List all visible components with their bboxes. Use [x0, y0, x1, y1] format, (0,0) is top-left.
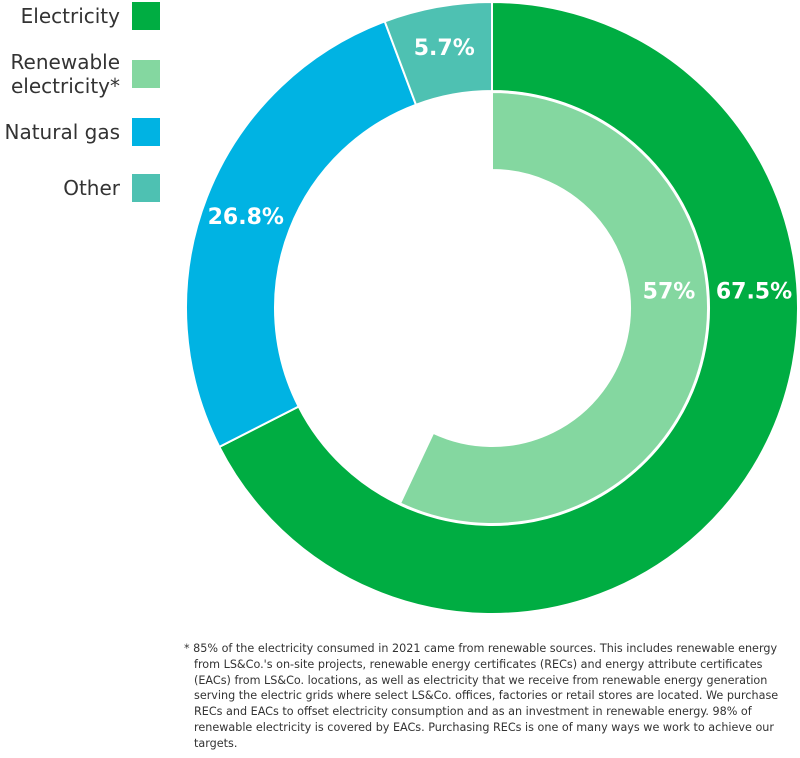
legend-swatch-renewable-electricity [132, 60, 160, 88]
data-label-natural-gas: 26.8% [208, 205, 284, 230]
outer-ring [185, 0, 799, 615]
donut-chart: 67.5% 26.8% 5.7% 57% [185, 0, 799, 615]
legend-item-natural-gas: Natural gas [4, 118, 160, 146]
legend-item-renewable-electricity: Renewable electricity* [11, 50, 160, 98]
legend-item-other: Other [63, 174, 160, 202]
footnote: * 85% of the electricity consumed in 202… [184, 641, 796, 752]
legend-swatch-electricity [132, 2, 160, 30]
legend-label: Other [63, 176, 120, 200]
legend-label: Natural gas [4, 120, 121, 144]
legend-label: Renewable electricity* [10, 50, 120, 98]
inner-ring [398, 90, 709, 525]
data-label-electricity: 67.5% [716, 280, 792, 305]
legend-swatch-other [132, 174, 160, 202]
legend-swatch-natural-gas [132, 118, 160, 146]
legend-label: Electricity [20, 4, 120, 28]
footnote-text: * 85% of the electricity consumed in 202… [184, 642, 779, 750]
slice-renewable-electricity [398, 90, 709, 525]
legend-item-electricity: Electricity [21, 2, 160, 30]
data-label-other: 5.7% [414, 36, 475, 61]
slice-labels: 67.5% 26.8% 5.7% 57% [208, 36, 793, 305]
data-label-renewable-electricity: 57% [643, 280, 696, 305]
slice-other [383, 0, 493, 107]
slice-natural-gas [185, 20, 418, 449]
